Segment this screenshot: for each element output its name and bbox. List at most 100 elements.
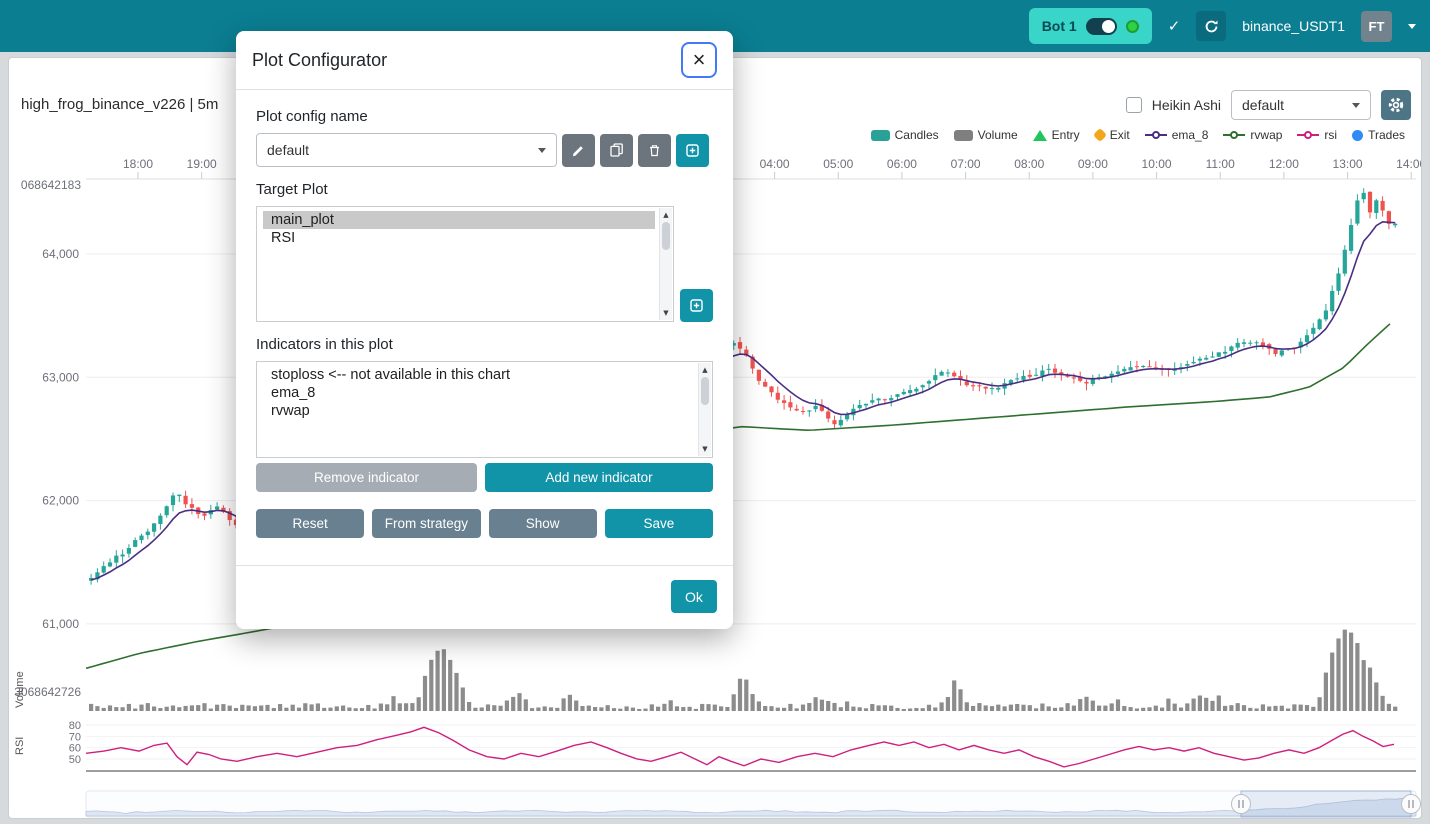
svg-text:19:00: 19:00 bbox=[187, 157, 217, 171]
legend-item-Entry[interactable]: Entry bbox=[1032, 128, 1080, 142]
legend-item-ema_8[interactable]: ema_8 bbox=[1144, 128, 1209, 142]
datazoom-right-handle[interactable] bbox=[1401, 794, 1421, 814]
chevron-down-icon bbox=[1352, 102, 1360, 108]
svg-text:09:00: 09:00 bbox=[1078, 157, 1108, 171]
indicator-option[interactable]: stoploss <-- not available in this chart bbox=[271, 367, 510, 383]
indicator-actions-row: Remove indicator Add new indicator bbox=[256, 463, 713, 492]
Entry-swatch-icon bbox=[1032, 129, 1047, 141]
svg-text:3068642726: 3068642726 bbox=[14, 685, 81, 699]
legend-label: Trades bbox=[1368, 128, 1405, 142]
legend-label: ema_8 bbox=[1171, 128, 1209, 142]
svg-text:04:00: 04:00 bbox=[760, 157, 790, 171]
svg-text:60: 60 bbox=[69, 743, 81, 755]
legend-label: Exit bbox=[1109, 128, 1130, 142]
save-button[interactable]: Save bbox=[604, 509, 713, 538]
scroll-down-icon[interactable]: ▼ bbox=[702, 445, 708, 453]
delete-config-button[interactable] bbox=[638, 133, 671, 167]
svg-text:10:00: 10:00 bbox=[1142, 157, 1172, 171]
plot-config-select[interactable]: default bbox=[1231, 90, 1371, 120]
copy-icon bbox=[609, 143, 623, 157]
svg-text:13:00: 13:00 bbox=[1333, 157, 1363, 171]
legend-item-Volume[interactable]: Volume bbox=[953, 128, 1018, 142]
svg-text:14:00: 14:00 bbox=[1396, 157, 1422, 171]
bot-toggle[interactable] bbox=[1085, 17, 1117, 35]
bot-name-label: Bot 1 bbox=[1041, 18, 1077, 34]
scroll-thumb[interactable] bbox=[701, 377, 709, 405]
user-avatar[interactable]: FT bbox=[1361, 10, 1392, 42]
config-actions-row: Reset From strategy Show Save bbox=[256, 509, 713, 538]
svg-text:08:00: 08:00 bbox=[1014, 157, 1044, 171]
show-button[interactable]: Show bbox=[488, 509, 597, 538]
svg-text:Volume: Volume bbox=[14, 671, 26, 708]
legend-label: rvwap bbox=[1250, 128, 1283, 142]
reset-button[interactable]: Reset bbox=[256, 509, 365, 538]
edit-config-button[interactable] bbox=[562, 133, 595, 167]
duplicate-config-button[interactable] bbox=[600, 133, 633, 167]
svg-text:64,000: 64,000 bbox=[42, 247, 79, 261]
chart-title: high_frog_binance_v226 | 5m bbox=[21, 96, 219, 113]
svg-text:RSI: RSI bbox=[14, 737, 26, 755]
plot-config-name-label: Plot config name bbox=[256, 108, 368, 125]
svg-text:63,000: 63,000 bbox=[42, 370, 79, 384]
rvwap-swatch-icon bbox=[1223, 131, 1246, 139]
volume-bars bbox=[89, 629, 1398, 711]
legend-item-Trades[interactable]: Trades bbox=[1352, 128, 1405, 142]
add-target-plot-button[interactable] bbox=[680, 289, 713, 322]
exchange-account-label: binance_USDT1 bbox=[1242, 18, 1345, 34]
target-plot-option[interactable]: main_plot bbox=[263, 211, 655, 229]
chevron-down-icon[interactable] bbox=[1408, 23, 1416, 29]
target-plot-listbox[interactable]: main_plot RSI ▲ ▼ bbox=[256, 206, 674, 322]
pencil-icon bbox=[572, 145, 583, 156]
add-new-indicator-button[interactable]: Add new indicator bbox=[485, 463, 713, 492]
indicator-option[interactable]: ema_8 bbox=[271, 385, 316, 401]
scroll-thumb[interactable] bbox=[662, 222, 670, 250]
Exit-swatch-icon bbox=[1092, 127, 1107, 143]
modal-footer: Ok bbox=[236, 565, 733, 629]
Volume-swatch-icon bbox=[953, 129, 973, 141]
add-config-button[interactable] bbox=[676, 133, 709, 167]
scrollbar[interactable]: ▲ ▼ bbox=[659, 208, 672, 320]
plus-square-icon bbox=[690, 299, 703, 312]
Candles-swatch-icon bbox=[870, 129, 890, 141]
datazoom-left-handle[interactable] bbox=[1231, 794, 1251, 814]
heikin-ashi-checkbox[interactable] bbox=[1125, 97, 1142, 113]
target-plot-option[interactable]: RSI bbox=[271, 230, 296, 246]
svg-text:62,000: 62,000 bbox=[42, 494, 79, 508]
svg-text:70: 70 bbox=[69, 731, 81, 743]
chevron-down-icon bbox=[538, 147, 546, 153]
indicators-listbox[interactable]: stoploss <-- not available in this chart… bbox=[256, 361, 713, 458]
target-plot-row: main_plot RSI ▲ ▼ bbox=[256, 206, 713, 322]
svg-text:12:00: 12:00 bbox=[1269, 157, 1299, 171]
refresh-button[interactable] bbox=[1196, 11, 1227, 41]
datazoom-slider[interactable] bbox=[85, 790, 1417, 818]
config-name-select[interactable]: default bbox=[256, 133, 557, 167]
config-name-select-value: default bbox=[267, 142, 310, 158]
ok-button[interactable]: Ok bbox=[671, 580, 717, 613]
svg-text:11:00: 11:00 bbox=[1206, 157, 1235, 171]
legend-item-Candles[interactable]: Candles bbox=[870, 128, 939, 142]
legend-label: Volume bbox=[977, 128, 1018, 142]
scroll-up-icon[interactable]: ▲ bbox=[702, 366, 708, 374]
remove-indicator-button[interactable]: Remove indicator bbox=[256, 463, 477, 492]
target-plot-label: Target Plot bbox=[256, 181, 328, 198]
plus-square-icon bbox=[686, 143, 699, 157]
scrollbar[interactable]: ▲ ▼ bbox=[698, 363, 711, 456]
legend-label: rsi bbox=[1324, 128, 1338, 142]
legend-item-rvwap[interactable]: rvwap bbox=[1223, 128, 1282, 142]
from-strategy-button[interactable]: From strategy bbox=[372, 509, 481, 538]
legend-item-Exit[interactable]: Exit bbox=[1092, 127, 1130, 143]
svg-text:61,000: 61,000 bbox=[42, 617, 79, 631]
chart-settings-button[interactable] bbox=[1381, 90, 1411, 120]
indicator-option[interactable]: rvwap bbox=[271, 403, 310, 419]
scroll-down-icon[interactable]: ▼ bbox=[663, 309, 669, 317]
svg-text:068642183: 068642183 bbox=[21, 178, 81, 192]
modal-body: Plot config name default bbox=[236, 90, 733, 565]
bot-selector-button[interactable]: Bot 1 bbox=[1028, 8, 1152, 44]
scroll-up-icon[interactable]: ▲ bbox=[663, 211, 669, 219]
bot-online-dot bbox=[1125, 19, 1139, 33]
legend-item-rsi[interactable]: rsi bbox=[1297, 128, 1337, 142]
close-button[interactable]: × bbox=[681, 42, 717, 78]
modal-header: Plot Configurator × bbox=[236, 31, 733, 90]
indicators-label: Indicators in this plot bbox=[256, 336, 393, 353]
